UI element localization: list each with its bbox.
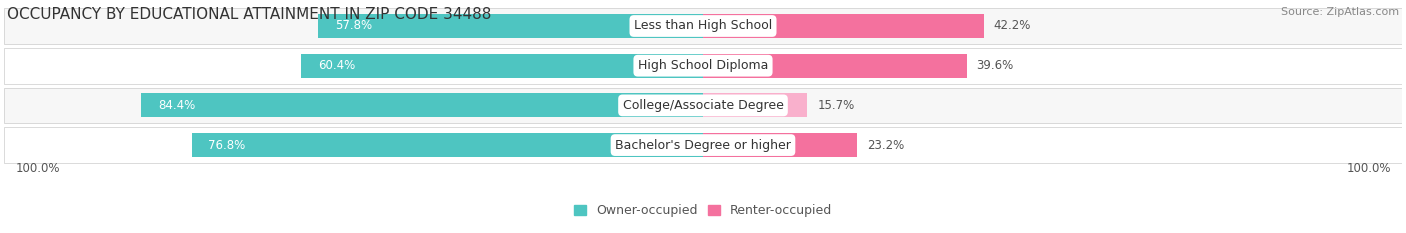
Text: 76.8%: 76.8%	[208, 139, 246, 152]
Bar	[141, 93, 703, 117]
Text: Bachelor's Degree or higher: Bachelor's Degree or higher	[614, 139, 792, 152]
Text: Source: ZipAtlas.com: Source: ZipAtlas.com	[1281, 7, 1399, 17]
Bar	[703, 54, 966, 78]
Text: 15.7%: 15.7%	[817, 99, 855, 112]
Text: 23.2%: 23.2%	[868, 139, 904, 152]
Text: 60.4%: 60.4%	[318, 59, 354, 72]
Text: College/Associate Degree: College/Associate Degree	[623, 99, 783, 112]
Text: High School Diploma: High School Diploma	[638, 59, 768, 72]
Text: 39.6%: 39.6%	[977, 59, 1014, 72]
Bar	[4, 48, 1402, 84]
Legend: Owner-occupied, Renter-occupied: Owner-occupied, Renter-occupied	[568, 199, 838, 223]
Bar	[703, 14, 984, 38]
Text: 42.2%: 42.2%	[994, 20, 1031, 32]
Bar	[4, 127, 1402, 163]
Bar	[703, 93, 807, 117]
Bar	[191, 133, 703, 157]
Text: 57.8%: 57.8%	[335, 20, 373, 32]
Bar	[4, 88, 1402, 123]
Bar	[4, 8, 1402, 44]
Bar	[318, 14, 703, 38]
Text: OCCUPANCY BY EDUCATIONAL ATTAINMENT IN ZIP CODE 34488: OCCUPANCY BY EDUCATIONAL ATTAINMENT IN Z…	[7, 7, 492, 22]
Bar	[301, 54, 703, 78]
Text: 100.0%: 100.0%	[15, 162, 59, 175]
Text: 100.0%: 100.0%	[1347, 162, 1391, 175]
Text: 84.4%: 84.4%	[157, 99, 195, 112]
Bar	[703, 133, 858, 157]
Text: Less than High School: Less than High School	[634, 20, 772, 32]
